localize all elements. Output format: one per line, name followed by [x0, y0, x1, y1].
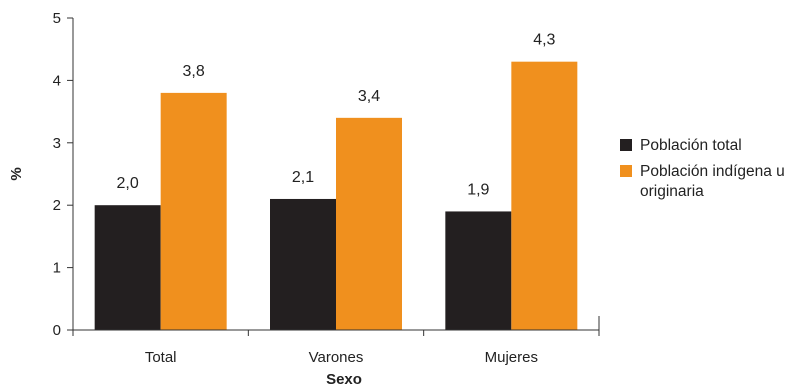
bar-value-label: 4,3 [533, 32, 555, 49]
legend-swatch [620, 139, 632, 151]
legend-item-poblacion-indigena: Población indígena u originaria [620, 162, 795, 202]
bar-poblacion-total [445, 211, 512, 330]
y-tick-label: 4 [53, 72, 61, 89]
x-axis-title: Sexo [326, 371, 362, 388]
y-tick-label: 3 [53, 135, 61, 152]
bars [94, 61, 578, 331]
legend-label: Población total [640, 137, 742, 154]
x-axis-ticks: Total Varones Mujeres [72, 316, 600, 366]
y-tick-label: 5 [53, 10, 61, 27]
bar-poblacion-indigena [511, 61, 578, 331]
bar-value-label: 3,8 [183, 63, 205, 80]
value-labels: 2,0 3,8 2,1 3,4 1,9 4,3 [117, 32, 556, 199]
y-tick-label: 1 [53, 260, 61, 277]
x-tick-label: Total [145, 349, 177, 366]
x-tick-label: Varones [309, 349, 364, 366]
y-axis-title: % [8, 167, 25, 180]
legend-swatch [620, 165, 632, 177]
bar-poblacion-indigena [336, 117, 402, 330]
y-tick-label: 0 [53, 322, 61, 339]
y-tick-label: 2 [53, 197, 61, 214]
legend-item-poblacion-total: Población total [620, 136, 795, 156]
legend: Población total Población indígena u ori… [620, 136, 795, 208]
y-axis-ticks: 0 1 2 3 4 5 [53, 10, 73, 339]
bar-poblacion-total [94, 205, 161, 330]
legend-label: Población indígena u originaria [640, 163, 785, 200]
bar-value-label: 3,4 [358, 88, 380, 105]
bar-poblacion-indigena [160, 92, 227, 330]
bar-value-label: 2,1 [292, 169, 314, 186]
bar-value-label: 2,0 [117, 175, 139, 192]
bar-poblacion-total [270, 198, 336, 330]
x-tick-label: Mujeres [485, 349, 538, 366]
bar-value-label: 1,9 [467, 181, 489, 198]
